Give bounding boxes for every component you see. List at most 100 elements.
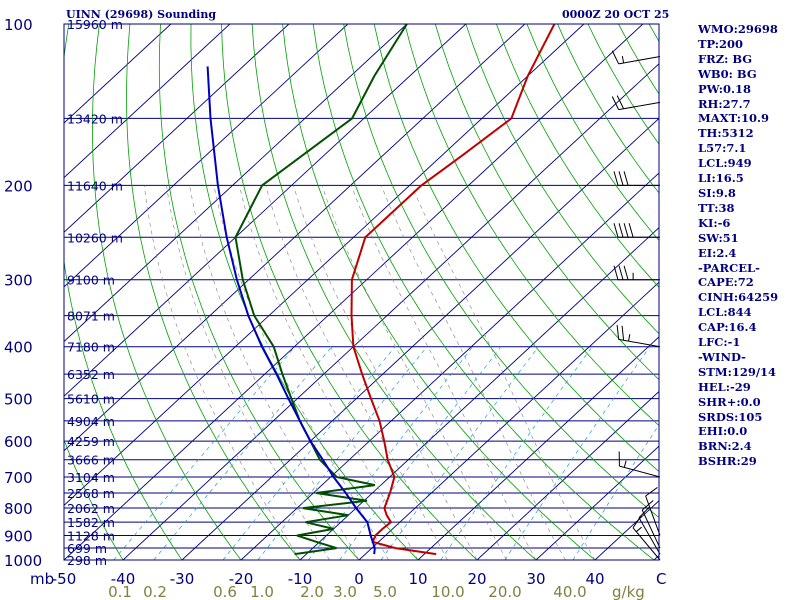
dry-adiabat-line	[92, 24, 242, 560]
dry-adiabat-line	[465, 24, 659, 335]
dry-adiabat-line	[190, 24, 419, 560]
wind-barb-flag	[623, 265, 629, 280]
wind-barb-flag	[613, 171, 619, 186]
mixing-ratio-tick-label: 20.0	[488, 583, 521, 600]
station-title: UINN (29698) Sounding	[66, 8, 217, 21]
stat-item: SW:51	[698, 230, 739, 245]
mixing-ratio-tick-label: 0.1	[108, 583, 132, 600]
temperature-tick-label: -20	[229, 570, 254, 588]
wind-barb-flag	[616, 95, 625, 109]
stat-item: SHR+:0.0	[698, 394, 761, 409]
mixing-ratio-line	[380, 346, 539, 560]
mixing-ratio-unit-label: g/kg	[612, 583, 645, 600]
wind-barb	[613, 223, 660, 238]
wind-barb	[613, 171, 660, 186]
wind-barb-staff	[618, 338, 661, 348]
stat-item: KI:-6	[698, 215, 731, 230]
height-label: 5610 m	[67, 392, 115, 407]
temperature-tick-label: -10	[288, 570, 313, 588]
wind-barb-flag	[618, 171, 624, 186]
dry-adiabat-line	[312, 24, 655, 560]
wind-barb-flag	[638, 506, 650, 519]
dry-adiabat-line	[221, 24, 478, 560]
temperature-tick-label: 0	[354, 570, 364, 588]
isotherm-line	[240, 172, 659, 560]
stat-item: TT:38	[698, 200, 735, 215]
dry-adiabat-line	[282, 24, 596, 560]
pressure-tick-label: 1000	[4, 552, 42, 570]
stat-item: TP:200	[698, 36, 744, 51]
pressure-tick-label: 800	[4, 500, 33, 518]
stat-item: CAP:16.4	[698, 320, 757, 335]
mixing-ratio-tick-label: 0.6	[213, 583, 237, 600]
stat-item: BSHR:29	[698, 454, 757, 469]
wind-barb-staff	[618, 101, 661, 111]
temperature-tick-label: 10	[408, 570, 427, 588]
wind-barb	[632, 515, 661, 561]
isotherm-line	[64, 24, 172, 124]
wind-barb-flag	[613, 265, 619, 280]
mixing-ratio-tick-label: 0.2	[143, 583, 167, 600]
height-label: 13420 m	[67, 111, 123, 126]
pressure-tick-label: 600	[4, 433, 33, 451]
stat-item: WMO:29698	[698, 22, 778, 36]
wind-barb-flag	[618, 265, 624, 280]
mixing-ratio-line	[153, 346, 332, 560]
moist-adiabat-line	[411, 185, 596, 560]
dry-adiabat-line	[373, 24, 659, 473]
moist-adiabat-line	[321, 185, 507, 560]
height-label: 7180 m	[67, 340, 115, 355]
mixing-ratio-tick-label: 1.0	[250, 583, 274, 600]
plot-border	[63, 23, 660, 561]
stat-item: SI:9.8	[698, 185, 736, 200]
wind-barb-staff	[641, 509, 661, 549]
height-label: 11640 m	[67, 178, 123, 193]
mixing-ratio-tick-label: 5.0	[373, 583, 397, 600]
stat-item: LCL:949	[698, 156, 752, 171]
stat-item: CINH:64259	[698, 290, 779, 305]
pressure-tick-label: 400	[4, 339, 33, 357]
stat-item: PW:0.18	[698, 81, 752, 96]
wind-barb-flag	[616, 324, 620, 340]
stat-item: EI:2.4	[698, 245, 737, 260]
stat-item: TH:5312	[698, 126, 754, 141]
wind-barb-staff	[645, 495, 661, 536]
dry-adiabat-line	[434, 24, 659, 381]
height-label: 1582 m	[67, 515, 115, 530]
wind-barb	[618, 451, 661, 478]
temperature-tick-label: 30	[526, 570, 545, 588]
height-label: 699 m	[67, 541, 107, 556]
moist-adiabat-line	[293, 185, 478, 560]
stat-item: SRDS:105	[698, 409, 763, 424]
pressure-tick-label: 500	[4, 391, 33, 409]
moist-adiabat-line	[265, 185, 448, 560]
wind-barb-flag	[641, 500, 654, 511]
dry-adiabat-line	[496, 24, 659, 288]
isotherm-line	[64, 24, 526, 452]
wind-barb-flag	[645, 487, 658, 497]
temperature-tick-label: 40	[585, 570, 604, 588]
isotherm-line	[64, 24, 585, 506]
wind-barb-staff	[618, 56, 661, 65]
mixing-ratio-line	[572, 424, 659, 560]
stat-item: -PARCEL-	[698, 260, 760, 275]
height-label: 3104 m	[67, 470, 115, 485]
stat-item: FRZ: BG	[698, 51, 753, 66]
stat-item: LCL:844	[698, 305, 752, 320]
height-label: 1128 m	[67, 528, 115, 543]
temperature-unit-label: C	[656, 570, 666, 588]
stat-item: STM:129/14	[698, 364, 777, 379]
stat-item: RH:27.7	[698, 96, 751, 111]
isotherm-line	[64, 24, 349, 288]
stat-item: HEL:-29	[698, 379, 751, 394]
pressure-tick-label: 200	[4, 177, 33, 195]
moist-adiabat-line	[166, 185, 330, 560]
stat-item: LI:16.5	[698, 171, 744, 186]
dry-adiabat-line	[126, 24, 301, 560]
wind-barb-half	[628, 334, 631, 342]
parcel-trace	[206, 66, 376, 555]
stat-item: BRN:2.4	[698, 439, 752, 454]
dry-adiabat-line	[251, 24, 537, 560]
wind-barb-flag	[632, 515, 642, 529]
temperature-tick-label: 20	[467, 570, 486, 588]
